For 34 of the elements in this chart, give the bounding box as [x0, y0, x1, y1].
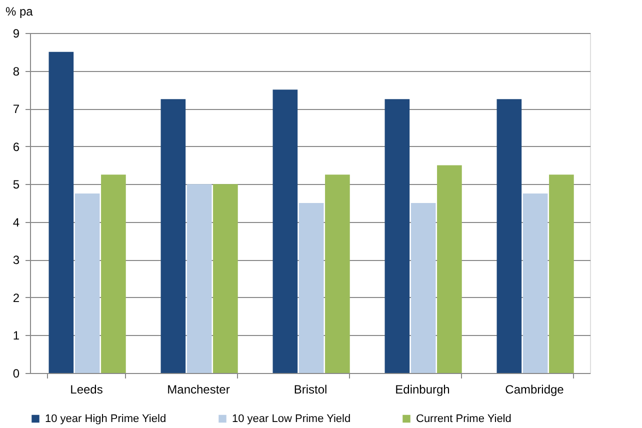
y-axis-title: % pa — [6, 4, 34, 18]
y-tick-label: 9 — [12, 26, 20, 40]
x-tick-label: Bristol — [294, 382, 328, 396]
x-tick-label: Edinburgh — [395, 382, 450, 396]
y-tick-label: 2 — [12, 290, 20, 305]
bar — [496, 99, 522, 373]
bar — [48, 52, 74, 373]
bar — [101, 174, 126, 373]
legend-label: 10 year High Prime Yield — [45, 412, 166, 425]
y-tick-label: 0 — [12, 366, 20, 380]
bar — [522, 194, 548, 373]
bar — [160, 99, 186, 373]
bar — [74, 194, 100, 373]
y-tick-label: 7 — [12, 102, 20, 116]
y-tick-label: 4 — [12, 215, 20, 230]
bar — [298, 203, 324, 373]
bar — [186, 184, 212, 373]
bar — [272, 90, 298, 373]
bar — [213, 184, 238, 373]
bar — [437, 165, 462, 373]
x-tick-label: Cambridge — [505, 382, 564, 396]
bar — [384, 99, 410, 373]
x-tick-label: Leeds — [70, 382, 103, 396]
y-tick-label: 1 — [12, 328, 20, 343]
legend-label: 10 year Low Prime Yield — [232, 412, 351, 425]
y-tick-label: 3 — [12, 253, 20, 268]
legend-label: Current Prime Yield — [416, 412, 512, 425]
y-tick-label: 8 — [12, 64, 20, 78]
y-tick-label: 6 — [12, 140, 20, 154]
x-tick-label: Manchester — [167, 382, 230, 396]
bar — [325, 174, 350, 373]
bar — [410, 203, 436, 373]
bar — [549, 174, 574, 373]
y-tick-label: 5 — [12, 178, 20, 192]
